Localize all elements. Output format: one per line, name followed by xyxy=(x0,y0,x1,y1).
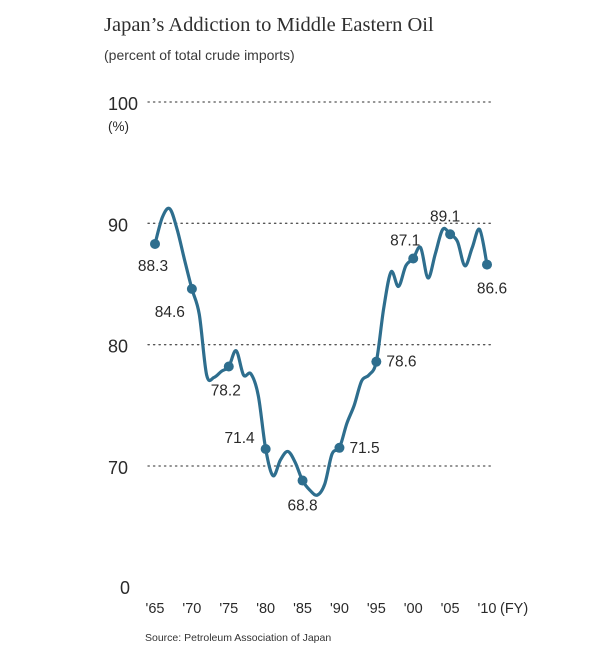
data-point-1980 xyxy=(260,444,271,455)
y-axis-unit-label: (%) xyxy=(108,119,129,134)
data-label-2000: 87.1 xyxy=(390,233,420,250)
data-point-1990 xyxy=(334,442,345,453)
data-label-1995: 78.6 xyxy=(386,354,416,371)
x-tick-label-1990: '90 xyxy=(330,601,349,617)
y-axis: 0 70 80 90 100 (%) xyxy=(108,94,138,598)
data-label-2010: 86.6 xyxy=(477,281,507,298)
data-label-1980: 71.4 xyxy=(224,430,255,447)
x-tick-label-2000: '00 xyxy=(404,601,423,617)
data-label-1975: 78.2 xyxy=(211,383,241,400)
data-point-1970 xyxy=(186,283,197,294)
x-axis: '65 '70 '75 '80 '85 '90 '95 '00 '05 '10 (FY) xyxy=(146,601,529,617)
series-layer xyxy=(153,206,489,497)
x-tick-label-1980: '80 xyxy=(256,601,275,617)
data-labels: 88.3 84.6 78.2 71.4 68.8 71.5 78.6 87.1 89.1 86.6 xyxy=(138,208,507,514)
data-point-2005 xyxy=(445,229,456,240)
x-tick-label-1985: '85 xyxy=(293,601,312,617)
chart-title: Japan’s Addiction to Middle Eastern Oil xyxy=(104,14,434,36)
data-label-2005: 89.1 xyxy=(430,208,460,225)
data-point-2010 xyxy=(482,259,492,270)
y-tick-label-0: 0 xyxy=(120,578,130,598)
data-label-1965: 88.3 xyxy=(138,258,168,275)
x-tick-label-1965: '65 xyxy=(146,601,165,617)
data-label-1970: 84.6 xyxy=(155,304,185,321)
x-tick-label-1975: '75 xyxy=(219,601,238,617)
data-label-1985: 68.8 xyxy=(287,498,317,515)
data-point-1975 xyxy=(223,361,234,372)
line-chart: 0 70 80 90 100 (%) '65 '70 '75 '80 '85 '90 '95 '00 '0… xyxy=(108,94,529,617)
x-axis-unit-label: (FY) xyxy=(500,601,528,617)
chart-subtitle: (percent of total crude imports) xyxy=(104,47,295,63)
data-point-1985 xyxy=(297,475,308,486)
data-label-1990: 71.5 xyxy=(349,440,379,457)
x-tick-label-1970: '70 xyxy=(182,601,201,617)
x-tick-label-1995: '95 xyxy=(367,601,386,617)
series-line-0 xyxy=(153,206,489,497)
data-markers xyxy=(150,229,492,486)
x-tick-label-2010: '10 xyxy=(478,601,497,617)
data-point-1995 xyxy=(371,356,382,367)
y-tick-label-100: 100 xyxy=(108,94,138,114)
y-tick-label-70: 70 xyxy=(108,458,128,478)
data-point-2000 xyxy=(408,253,419,264)
x-tick-label-2005: '05 xyxy=(441,601,460,617)
y-tick-label-80: 80 xyxy=(108,337,128,357)
source-note: Source: Petroleum Association of Japan xyxy=(145,632,332,644)
gridlines xyxy=(147,101,493,467)
data-point-1965 xyxy=(150,238,160,249)
y-tick-label-90: 90 xyxy=(108,215,128,235)
